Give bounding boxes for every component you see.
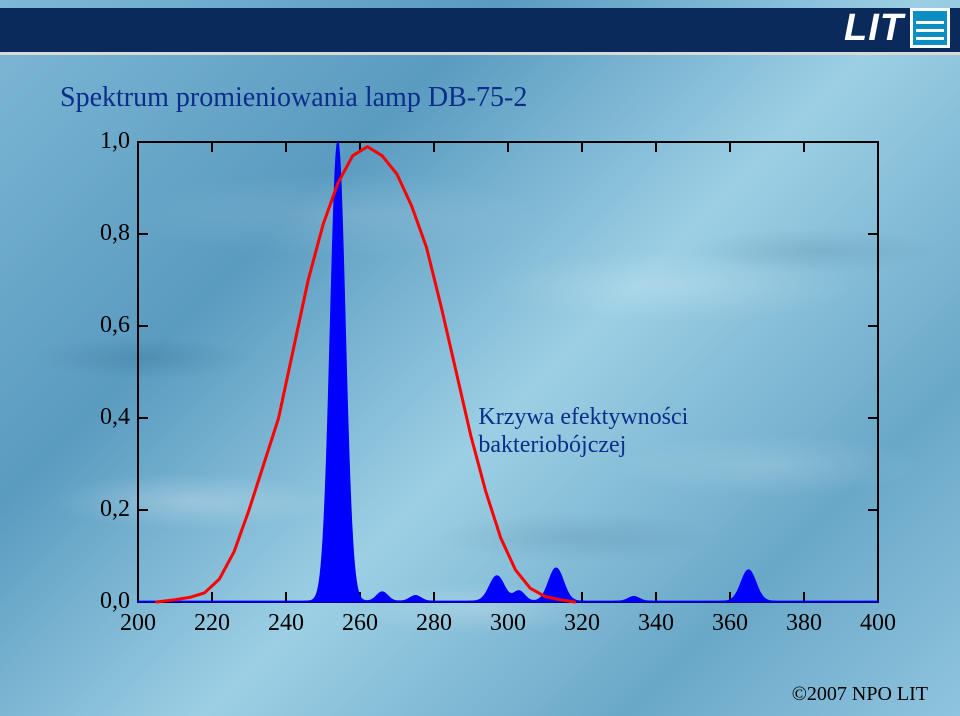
x-tick-label: 240 — [262, 610, 310, 637]
x-tick-label: 340 — [632, 610, 680, 637]
x-tick-label: 400 — [854, 610, 902, 637]
footer-copyright: ©2007 NPO LIT — [792, 683, 928, 706]
x-tick-label: 260 — [336, 610, 384, 637]
curve-label-line2: bakteriobójczej — [478, 432, 688, 460]
chart-area: 2002202402602803003203403603804000,00,20… — [60, 130, 890, 650]
x-tick-label: 300 — [484, 610, 532, 637]
x-tick-label: 380 — [780, 610, 828, 637]
x-tick-label: 280 — [410, 610, 458, 637]
curve-label-line1: Krzywa efektywności — [478, 404, 688, 432]
x-tick-label: 220 — [188, 610, 236, 637]
curve-label: Krzywa efektywnościbakteriobójczej — [478, 404, 688, 459]
x-tick-label: 320 — [558, 610, 606, 637]
chart-title: Spektrum promieniowania lamp DB-75-2 — [60, 82, 527, 114]
y-tick-label: 0,0 — [82, 588, 130, 615]
y-tick-label: 0,2 — [82, 496, 130, 523]
header-band — [0, 8, 960, 52]
slide-root: LIT Spektrum promieniowania lamp DB-75-2… — [0, 0, 960, 716]
x-tick-label: 360 — [706, 610, 754, 637]
logo: LIT — [844, 2, 950, 54]
y-tick-label: 1,0 — [82, 128, 130, 155]
logo-text: LIT — [844, 7, 904, 50]
y-tick-label: 0,6 — [82, 312, 130, 339]
header-underline — [0, 52, 960, 55]
logo-mark-icon — [910, 8, 950, 48]
y-tick-label: 0,8 — [82, 220, 130, 247]
y-tick-label: 0,4 — [82, 404, 130, 431]
